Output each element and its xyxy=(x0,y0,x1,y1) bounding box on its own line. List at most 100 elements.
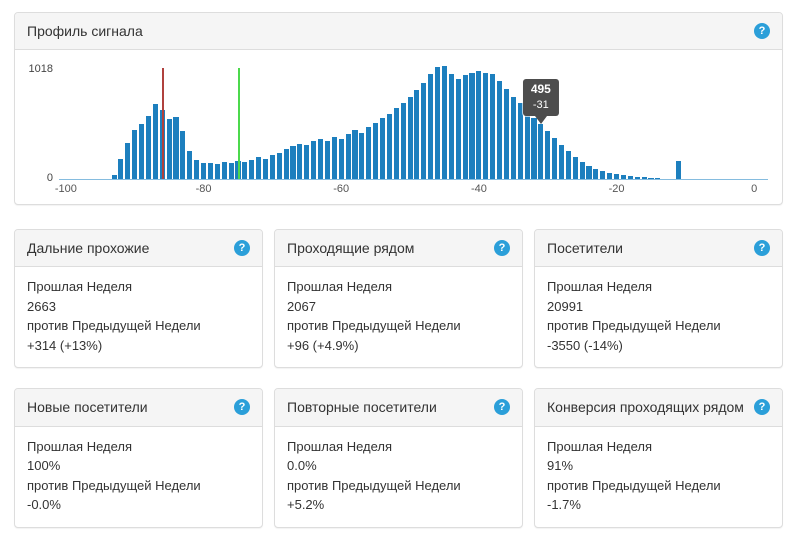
histogram-bar[interactable] xyxy=(462,75,468,180)
histogram-bar[interactable] xyxy=(572,157,578,180)
histogram-bar[interactable] xyxy=(448,73,454,180)
histogram-bar[interactable] xyxy=(414,90,420,180)
card-6: Конверсия проходящих рядом ? Прошлая Нед… xyxy=(534,388,783,528)
histogram-bar[interactable] xyxy=(545,131,551,180)
histogram-bar[interactable] xyxy=(173,117,179,180)
histogram-bar[interactable] xyxy=(221,162,227,180)
histogram-bar[interactable] xyxy=(118,158,124,180)
histogram-bar[interactable] xyxy=(607,173,613,180)
stat-versus-label: против Предыдущей Недели xyxy=(287,318,461,334)
histogram-bar[interactable] xyxy=(524,110,530,180)
histogram-bar[interactable] xyxy=(552,138,558,180)
help-icon[interactable]: ? xyxy=(234,240,250,257)
x-tick-label: -40 xyxy=(470,183,487,196)
histogram-bar[interactable] xyxy=(648,177,654,180)
histogram-bar[interactable] xyxy=(593,168,599,180)
histogram-bar[interactable] xyxy=(386,113,392,180)
histogram-bar[interactable] xyxy=(283,149,289,180)
histogram-bar[interactable] xyxy=(269,155,275,180)
help-icon[interactable]: ? xyxy=(494,240,510,257)
histogram-bar[interactable] xyxy=(496,80,503,180)
histogram-bar[interactable] xyxy=(359,132,365,180)
histogram-bar[interactable] xyxy=(159,110,165,180)
histogram-bar[interactable] xyxy=(111,174,117,180)
marker-value: 495 xyxy=(530,82,551,97)
histogram-bar[interactable] xyxy=(490,74,496,180)
histogram-bar[interactable] xyxy=(407,97,413,180)
histogram-bar[interactable] xyxy=(435,67,441,180)
histogram-bar[interactable] xyxy=(139,123,145,180)
histogram-bar[interactable] xyxy=(517,103,523,180)
histogram-bar[interactable] xyxy=(262,158,269,180)
histogram-bar[interactable] xyxy=(207,163,213,180)
help-icon[interactable]: ? xyxy=(494,399,510,416)
stat-value: 2663 xyxy=(27,298,56,314)
histogram-bar[interactable] xyxy=(600,171,606,180)
histogram-bar[interactable] xyxy=(256,157,262,180)
histogram-bar[interactable] xyxy=(290,145,296,180)
histogram-bar[interactable] xyxy=(345,133,351,180)
histogram-bar[interactable] xyxy=(503,89,509,180)
histogram-bar[interactable] xyxy=(318,139,324,180)
histogram-bar[interactable] xyxy=(441,66,448,180)
card-heading: Новые посетители ? xyxy=(15,389,262,427)
histogram-bar[interactable] xyxy=(249,160,255,180)
help-icon[interactable]: ? xyxy=(754,240,770,257)
histogram-bar[interactable] xyxy=(579,161,585,180)
histogram-bar[interactable] xyxy=(214,164,220,180)
histogram-bar[interactable] xyxy=(352,130,358,180)
histogram-bar[interactable] xyxy=(324,140,330,180)
histogram-bar[interactable] xyxy=(311,141,317,180)
histogram-bar[interactable] xyxy=(166,118,172,180)
card-body: Прошлая Неделя 2663 против Предыдущей Не… xyxy=(15,267,262,367)
histogram-bar[interactable] xyxy=(180,131,186,180)
histogram-bar[interactable] xyxy=(558,145,565,180)
histogram-bar[interactable] xyxy=(469,73,475,180)
marker-pin-icon xyxy=(534,116,547,125)
histogram-bar[interactable] xyxy=(675,161,682,180)
histogram-bar[interactable] xyxy=(187,151,193,180)
histogram-bar[interactable] xyxy=(455,78,461,180)
y-axis-max-label: 1018 xyxy=(28,63,53,76)
histogram-bar[interactable] xyxy=(421,82,427,180)
histogram-bar[interactable] xyxy=(373,122,379,180)
help-icon[interactable]: ? xyxy=(754,399,770,416)
histogram-bar[interactable] xyxy=(228,162,234,180)
histogram-bar[interactable] xyxy=(297,143,303,180)
histogram-bar[interactable] xyxy=(428,73,434,180)
histogram-bar[interactable] xyxy=(393,108,399,180)
histogram-bar[interactable] xyxy=(194,159,200,180)
stat-value: 100% xyxy=(27,458,61,474)
histogram-bar[interactable] xyxy=(620,175,626,180)
card-2: Проходящие рядом ? Прошлая Неделя 2067 п… xyxy=(274,229,523,369)
histogram-bar[interactable] xyxy=(145,115,152,180)
histogram-bar[interactable] xyxy=(627,175,633,180)
histogram-bar[interactable] xyxy=(531,117,537,180)
histogram-bar[interactable] xyxy=(655,178,661,180)
histogram-bar[interactable] xyxy=(483,72,489,180)
histogram-bar[interactable] xyxy=(400,102,406,180)
histogram-bar[interactable] xyxy=(366,127,372,180)
histogram-bar[interactable] xyxy=(276,152,282,180)
help-icon[interactable]: ? xyxy=(754,23,770,39)
histogram-bar[interactable] xyxy=(565,151,571,180)
histogram-bar[interactable] xyxy=(152,103,158,180)
histogram-bar[interactable] xyxy=(132,130,138,180)
histogram-bar[interactable] xyxy=(331,137,337,180)
histogram-bar[interactable] xyxy=(476,70,482,180)
histogram-bar[interactable] xyxy=(641,177,647,180)
histogram-bar[interactable] xyxy=(538,124,544,180)
histogram-bar[interactable] xyxy=(304,144,310,180)
histogram-bar[interactable] xyxy=(235,161,241,180)
histogram-bar[interactable] xyxy=(634,176,640,180)
help-icon[interactable]: ? xyxy=(234,399,250,416)
histogram-bar[interactable] xyxy=(379,118,386,180)
histogram-bar[interactable] xyxy=(614,174,620,180)
card-title: Проходящие рядом xyxy=(287,240,415,257)
histogram-bar[interactable] xyxy=(201,162,207,180)
histogram-bar[interactable] xyxy=(242,162,248,180)
histogram-bar[interactable] xyxy=(586,165,592,180)
histogram-bar[interactable] xyxy=(510,96,516,180)
histogram-bar[interactable] xyxy=(125,142,131,180)
histogram-bar[interactable] xyxy=(338,138,344,180)
